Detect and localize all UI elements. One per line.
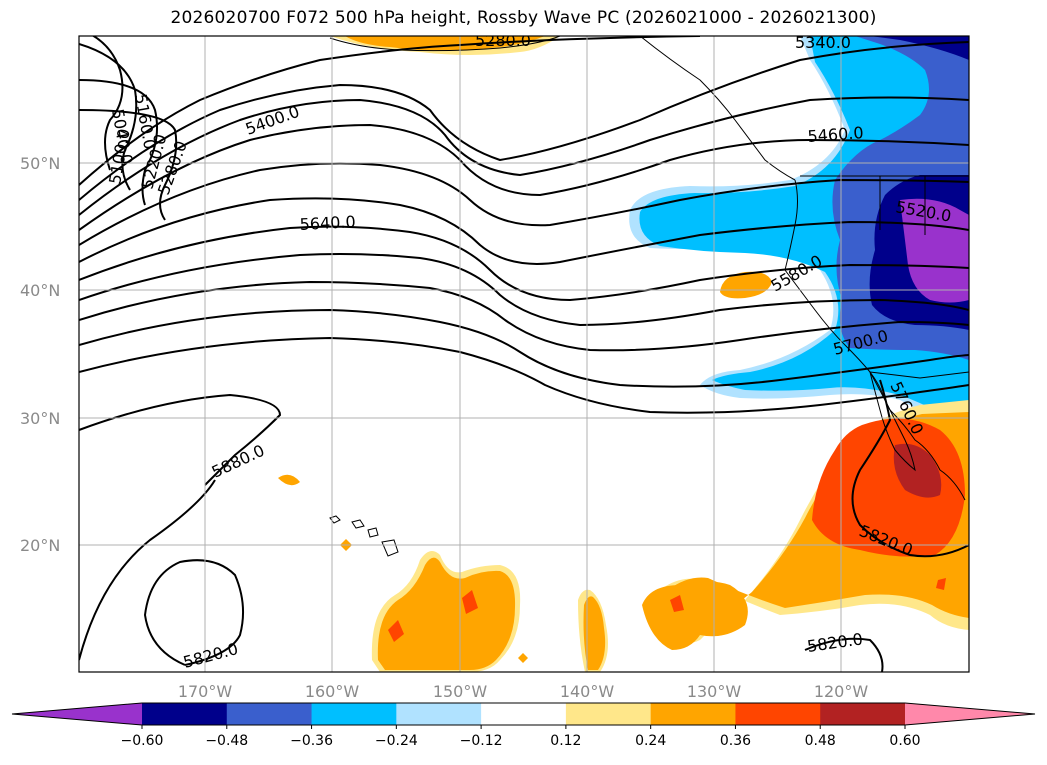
colorbar-tick-label: 0.12: [550, 733, 581, 749]
anomaly-positive-blob: [720, 271, 772, 299]
anomaly-positive-central: [377, 557, 516, 670]
lon-label-120w: 120°W: [814, 682, 869, 701]
colorbar-segment: [311, 703, 397, 725]
colorbar-segment: [226, 703, 313, 725]
contour-line: [79, 109, 178, 221]
lon-label-160w: 160°W: [305, 682, 360, 701]
contour-line: [79, 253, 969, 327]
contour-label: 5280.0: [475, 31, 531, 50]
colorbar-segment: [820, 703, 906, 725]
border-us-mexico: [869, 371, 969, 379]
contour-line: [79, 280, 969, 352]
longitude-labels: 170°W 160°W 150°W 140°W 130°W 120°W: [178, 682, 869, 701]
contour-line: [79, 41, 969, 201]
colorbar-tick-label: 0.24: [635, 733, 666, 749]
coastline-west-coast: [784, 179, 966, 501]
contour-label: 5340.0: [795, 33, 851, 52]
coastlines: [329, 36, 969, 557]
anomaly-positive-north-core: [345, 36, 545, 51]
contour-line: [143, 559, 245, 666]
lon-label-130w: 130°W: [687, 682, 742, 701]
colorbar-tick-label: 0.36: [720, 733, 751, 749]
hawaii-island-d: [381, 539, 399, 557]
contour-line: [79, 225, 969, 302]
colorbar-segment: [142, 703, 228, 725]
anomaly-positive-central-core-a: [388, 620, 404, 642]
lat-label-20n: 20°N: [20, 536, 60, 555]
colorbar-extend-min: [12, 703, 142, 725]
hawaii-island-c: [367, 527, 379, 538]
anomaly-positive-east-central: [642, 581, 748, 650]
coastline-alaska-panhandle: [639, 36, 796, 181]
contour-line: [79, 123, 969, 231]
contour-label: 5460.0: [807, 123, 864, 146]
colorbar-segment: [396, 703, 482, 725]
map-title: 2026020700 F072 500 hPa height, Rossby W…: [170, 8, 877, 28]
anomaly-positive-dot-c: [518, 653, 528, 663]
contour-line: [851, 379, 969, 558]
contour-line: [79, 96, 969, 216]
anomaly-positive-east-central-core: [670, 595, 684, 612]
lat-label-40n: 40°N: [20, 281, 60, 300]
anomaly-positive-small-ne: [936, 578, 946, 590]
height-contours: [79, 36, 969, 672]
contour-line: [79, 162, 969, 246]
colorbar: −0.60 −0.48 −0.36 −0.24 −0.12 0.12 0.24 0.36 0.4…: [11, 702, 1036, 749]
anomaly-positive-central-core-b: [462, 590, 478, 614]
contour-line: [79, 336, 969, 414]
colorbar-segment: [565, 703, 652, 725]
lon-label-140w: 140°W: [560, 682, 615, 701]
contour-line: [79, 479, 216, 661]
anomaly-positive-stripe-core: [583, 596, 606, 670]
colorbar-tick-label: −0.36: [290, 733, 333, 749]
hawaii-island-b: [351, 519, 365, 529]
contour-label: 5640.0: [299, 212, 356, 234]
lon-label-150w: 150°W: [433, 682, 488, 701]
lon-label-170w: 170°W: [178, 682, 233, 701]
latitude-labels: 50°N 40°N 30°N 20°N: [20, 154, 60, 555]
coastline-alaska: [329, 36, 561, 52]
colorbar-segment: [650, 703, 736, 725]
contour-line: [79, 43, 138, 191]
anomaly-positive-subtropic-peak: [893, 443, 942, 498]
contour-line: [79, 36, 701, 186]
contour-line: [91, 36, 124, 171]
colorbar-tick-label: −0.60: [121, 733, 164, 749]
lat-label-50n: 50°N: [20, 154, 60, 173]
colorbar-tick-label: −0.24: [375, 733, 418, 749]
contour-line: [79, 308, 969, 388]
colorbar-tick-label: 0.48: [805, 733, 836, 749]
colorbar-segment: [735, 703, 821, 725]
colorbar-extend-max: [905, 703, 1035, 725]
contour-line: [804, 637, 884, 672]
contour-line: [79, 197, 969, 265]
colorbar-tick-label: −0.48: [205, 733, 248, 749]
colorbar-tick-label: −0.12: [460, 733, 503, 749]
colorbar-segment: [481, 703, 567, 725]
plot-frame: [78, 35, 970, 673]
gridlines: [79, 36, 969, 672]
anomaly-positive-dot-a: [278, 474, 300, 486]
colorbar-tick-label: 0.60: [889, 733, 920, 749]
lat-label-30n: 30°N: [20, 409, 60, 428]
hawaii-island-a: [329, 515, 341, 524]
contour-line: [79, 393, 282, 486]
contour-line: [79, 79, 158, 206]
